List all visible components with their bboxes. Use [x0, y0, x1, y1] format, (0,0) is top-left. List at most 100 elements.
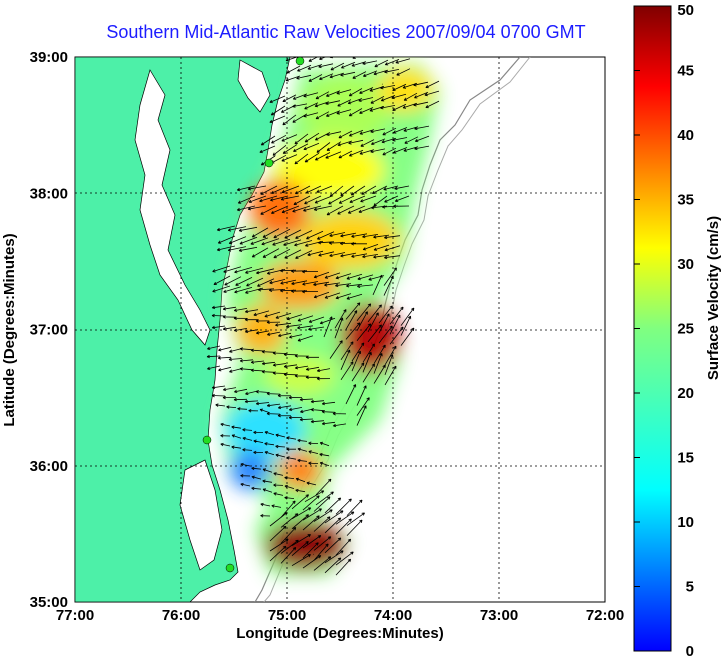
velocity-arrow: [324, 272, 341, 279]
velocity-arrow: [394, 195, 410, 202]
velocity-arrow: [414, 135, 430, 143]
velocity-arrow: [384, 354, 394, 376]
velocity-arrow: [260, 502, 271, 507]
velocity-arrow: [352, 71, 367, 79]
velocity-arrow: [224, 276, 242, 286]
velocity-arrow: [292, 205, 311, 213]
velocity-arrow: [318, 251, 335, 257]
velocity-arrow: [374, 59, 389, 68]
velocity-arrow: [302, 289, 319, 294]
velocity-arrow: [222, 306, 237, 311]
velocity-arrow: [367, 304, 382, 323]
velocity-arrow: [291, 494, 309, 510]
velocity-arrow: [270, 205, 289, 214]
velocity-arrow: [346, 283, 363, 288]
velocity-arrow: [308, 316, 325, 323]
velocity-arrow: [362, 244, 379, 251]
velocity-arrow: [244, 309, 259, 314]
velocity-arrow: [286, 456, 297, 460]
velocity-arrow: [319, 461, 330, 467]
velocity-arrow: [378, 325, 393, 344]
velocity-arrow: [231, 434, 242, 439]
pamlico-sound: [179, 459, 223, 571]
velocity-arrow: [297, 315, 314, 322]
velocity-arrow: [324, 292, 341, 299]
velocity-arrow: [285, 57, 299, 62]
velocity-arrow: [337, 205, 355, 215]
velocity-arrow: [340, 349, 351, 370]
velocity-arrow: [226, 405, 237, 409]
velocity-arrow: [286, 447, 297, 451]
velocity-arrow: [222, 395, 236, 400]
velocity-arrow: [308, 74, 323, 82]
velocity-arrow: [295, 185, 311, 195]
velocity-arrow: [280, 500, 296, 518]
velocity-arrow: [253, 430, 264, 435]
velocity-arrow: [315, 111, 330, 120]
velocity-arrow: [272, 371, 287, 375]
velocity-arrow: [292, 103, 308, 108]
velocity-arrow: [286, 65, 301, 74]
velocity-arrow: [303, 92, 319, 98]
velocity-arrow: [212, 265, 231, 273]
velocity-arrow: [425, 80, 440, 89]
velocity-arrow: [338, 130, 353, 139]
map-layer: [75, 57, 605, 602]
velocity-arrow: [270, 105, 286, 116]
velocity-arrow: [206, 354, 221, 359]
velocity-arrow: [336, 89, 352, 95]
velocity-arrow: [329, 252, 346, 257]
velocity-arrow: [392, 103, 407, 111]
velocity-arrow: [288, 415, 303, 420]
velocity-arrow: [250, 368, 265, 373]
velocity-arrow: [244, 329, 259, 334]
velocity-arrow: [295, 488, 306, 493]
velocity-arrow: [332, 423, 347, 428]
velocity-arrow: [404, 136, 419, 144]
velocity-arrow: [324, 282, 341, 287]
velocity-arrow: [362, 351, 372, 373]
velocity-arrow: [362, 254, 379, 259]
velocity-arrow: [384, 245, 401, 252]
velocity-arrow: [304, 152, 320, 163]
velocity-arrow: [233, 316, 248, 321]
velocity-arrow: [275, 322, 292, 327]
colorbar-tick-label: 0: [686, 643, 694, 659]
velocity-arrow: [357, 274, 374, 281]
velocity-arrow: [335, 558, 352, 576]
delaware-bay: [237, 59, 271, 113]
velocity-arrow: [242, 428, 253, 432]
velocity-arrow: [284, 476, 295, 480]
velocity-arrow: [384, 195, 399, 203]
velocity-arrow: [275, 433, 286, 438]
velocity-arrow: [315, 91, 330, 100]
velocity-arrow: [272, 144, 287, 156]
velocity-arrow: [315, 478, 332, 496]
velocity-arrow: [350, 185, 366, 196]
site-marker: [225, 563, 235, 573]
chart-title: Southern Mid-Atlantic Raw Velocities 200…: [106, 22, 585, 42]
velocity-arrow: [346, 293, 363, 300]
velocity-arrow: [306, 481, 317, 486]
velocity-arrows: [206, 57, 440, 576]
velocity-arrow: [335, 518, 352, 535]
velocity-arrow: [303, 205, 322, 212]
velocity-arrow: [244, 399, 259, 404]
velocity-arrow: [337, 140, 353, 147]
velocity-arrow: [403, 92, 418, 101]
velocity-arrow: [233, 328, 248, 332]
velocity-arrow: [251, 466, 262, 471]
velocity-arrow: [359, 129, 375, 135]
velocity-arrow: [280, 527, 297, 544]
velocity-arrow: [381, 137, 397, 144]
velocity-arrow: [236, 205, 256, 212]
velocity-arrow: [338, 195, 355, 204]
velocity-arrow: [297, 325, 314, 330]
velocity-arrow: [305, 185, 322, 194]
velocity-arrow: [313, 556, 332, 571]
velocity-arrow: [373, 234, 390, 239]
colorbar: [633, 5, 672, 652]
velocity-arrow: [266, 411, 281, 416]
velocity-arrow: [222, 315, 237, 319]
